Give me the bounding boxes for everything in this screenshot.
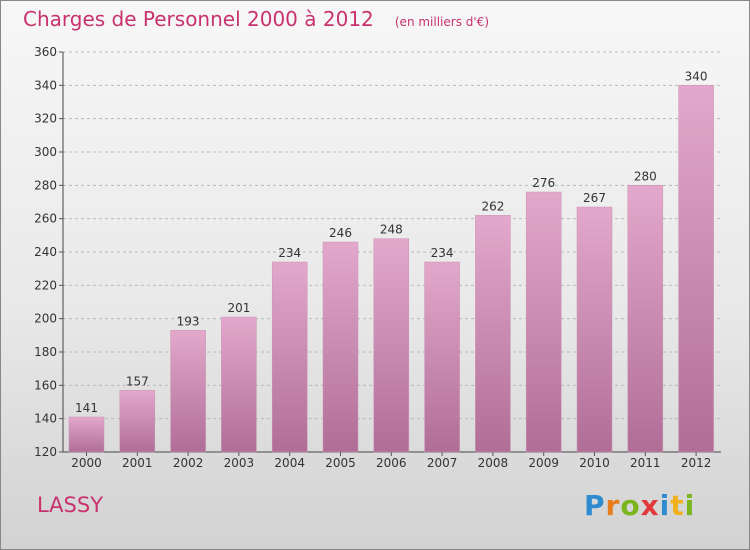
bar-value-label: 141 [75, 401, 98, 415]
x-tick-label: 2011 [630, 456, 661, 470]
bar-value-label: 248 [380, 223, 403, 237]
x-tick-label: 2009 [528, 456, 559, 470]
logo-letter: t [670, 489, 685, 522]
logo-letter: P [584, 489, 606, 522]
logo-letter: x [640, 489, 660, 522]
chart-subtitle: (en milliers d'€) [394, 15, 489, 29]
logo-letter: i [659, 489, 671, 522]
bar-value-label: 276 [532, 176, 555, 190]
bar-value-label: 246 [329, 226, 352, 240]
bar-value-label: 280 [634, 169, 657, 183]
logo-letter: r [605, 489, 621, 522]
bar [525, 191, 562, 453]
bar [627, 185, 664, 453]
bar-value-label: 267 [583, 191, 606, 205]
y-tick-label: 180 [34, 345, 57, 359]
y-tick-label: 220 [34, 278, 57, 292]
y-tick-label: 240 [34, 245, 57, 259]
bar-value-label: 262 [481, 199, 504, 213]
bar [678, 85, 714, 453]
x-tick-label: 2002 [173, 456, 204, 470]
bars [68, 85, 714, 453]
bar [271, 261, 308, 453]
x-tick-label: 2000 [71, 456, 102, 470]
logo-letter: i [684, 489, 696, 522]
chart-title: Charges de Personnel 2000 à 2012 [23, 7, 374, 31]
y-tick-label: 280 [34, 178, 57, 192]
bar-value-label: 193 [177, 314, 200, 328]
bar [373, 238, 410, 453]
bar [475, 215, 511, 453]
bar [576, 206, 613, 453]
y-tick-label: 160 [34, 378, 57, 392]
bar-value-label: 340 [685, 69, 708, 83]
bar [119, 390, 156, 453]
data-labels: 141 157 193 201 234 246 248 234 262 276 267 280 340 [75, 69, 708, 415]
location-label: LASSY [37, 493, 104, 517]
y-tick-label: 360 [34, 45, 57, 59]
x-tick-label: 2001 [122, 456, 153, 470]
y-tick-label: 120 [34, 445, 57, 459]
bar-value-label: 201 [227, 301, 250, 315]
bar [424, 261, 460, 453]
x-tick-label: 2008 [478, 456, 509, 470]
x-tick-label: 2003 [224, 456, 255, 470]
y-tick-label: 140 [34, 412, 57, 426]
bar-value-label: 157 [126, 374, 149, 388]
bar [68, 416, 105, 453]
x-tick-label: 2006 [376, 456, 407, 470]
chart-title-group: Charges de Personnel 2000 à 2012 (en mil… [23, 7, 489, 31]
y-tick-label: 300 [34, 145, 57, 159]
x-tick-label: 2005 [325, 456, 356, 470]
y-tick-label: 340 [34, 78, 57, 92]
y-tick-label: 320 [34, 112, 57, 126]
bar [170, 330, 206, 453]
x-tick-label: 2010 [579, 456, 610, 470]
x-tick-label: 2004 [274, 456, 305, 470]
x-tick-label: 2012 [681, 456, 712, 470]
y-tick-label: 260 [34, 212, 57, 226]
proxiti-logo: Proxiti [584, 489, 695, 522]
bar [221, 316, 257, 453]
bar [322, 241, 359, 453]
x-tick-label: 2007 [427, 456, 458, 470]
logo-letter: o [620, 489, 641, 522]
y-tick-label: 200 [34, 312, 57, 326]
bar-value-label: 234 [278, 246, 301, 260]
bar-value-label: 234 [431, 246, 454, 260]
